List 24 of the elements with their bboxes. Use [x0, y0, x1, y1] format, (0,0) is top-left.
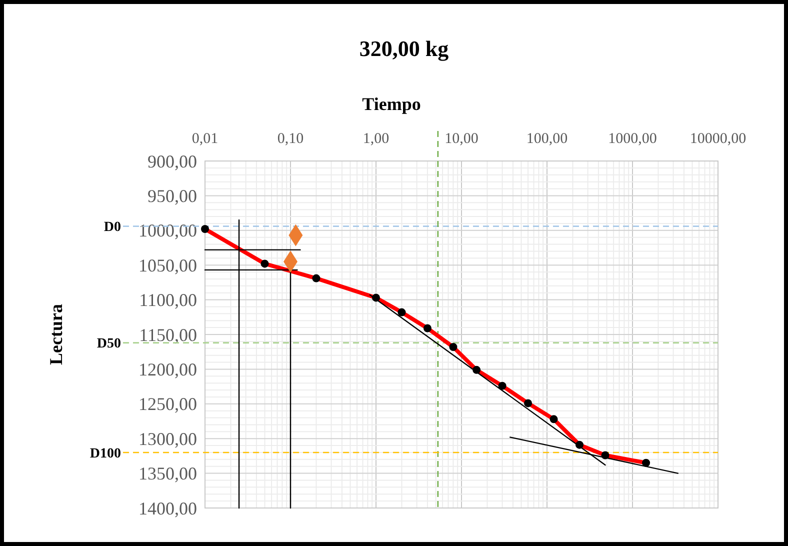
ref-line-label: D50	[96, 336, 121, 352]
y-tick-label: 1000,00	[138, 220, 197, 241]
y-tick-label: 1350,00	[138, 464, 197, 484]
chart-title: 320,00 kg	[359, 36, 449, 61]
y-tick-label: 950,00	[148, 186, 197, 206]
x-tick-label: 0,10	[277, 131, 304, 147]
ref-line-label: D100	[90, 446, 121, 462]
y-tick-label: 1150,00	[139, 324, 197, 345]
y-tick-label: 900,00	[148, 151, 197, 172]
y-tick-label: 1250,00	[138, 394, 197, 414]
y-tick-label: 1300,00	[138, 428, 197, 449]
x-tick-label: 1000,00	[608, 131, 657, 147]
x-tick-label: 1,00	[362, 131, 390, 147]
x-tick-label: 0,01	[192, 131, 218, 147]
x-axis-title: Tiempo	[362, 94, 421, 114]
y-tick-label: 1050,00	[138, 255, 197, 276]
x-tick-label: 100,00	[526, 131, 568, 147]
y-tick-label: 1200,00	[138, 360, 197, 380]
x-tick-label: 10,00	[444, 131, 478, 147]
x-tick-label: 10000,00	[690, 131, 746, 147]
y-tick-label: 1100,00	[139, 290, 197, 310]
y-tick-label: 1400,00	[138, 498, 197, 518]
ref-line-label: D0	[104, 220, 121, 236]
y-axis-title: Lectura	[46, 304, 66, 365]
